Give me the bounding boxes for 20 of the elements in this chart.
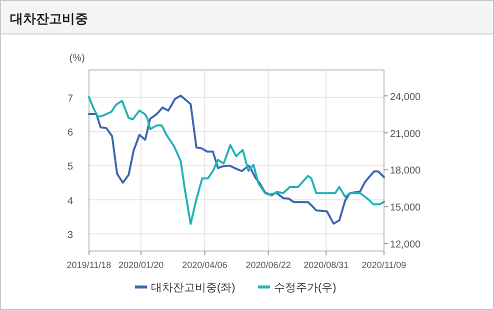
- y-tick-label: 7: [67, 93, 74, 104]
- y2-tick-label: 21,000: [390, 128, 422, 140]
- x-tick-label: 2020/01/20: [118, 260, 164, 270]
- y2-tick-label: 15,000: [390, 202, 422, 214]
- y-tick-label: 5: [67, 162, 74, 173]
- y-tick-label: 4: [67, 196, 74, 207]
- legend-label: 수정주가(우): [274, 282, 336, 294]
- legend-label: 대차잔고비중(좌): [151, 282, 236, 294]
- y-tick-label: 6: [67, 127, 74, 138]
- x-tick-label: 2019/11/18: [66, 260, 112, 270]
- chart-title: 대차잔고비중: [10, 11, 88, 26]
- x-tick-label: 2020/08/31: [304, 260, 349, 270]
- y2-tick-label: 12,000: [390, 240, 422, 251]
- x-tick-label: 2020/04/06: [182, 260, 228, 270]
- x-tick-label: 2020/11/09: [362, 260, 406, 270]
- y-tick-label: 3: [67, 230, 74, 241]
- y2-tick-label: 24,000: [390, 92, 422, 103]
- y2-tick-label: 18,000: [390, 166, 422, 177]
- x-tick-label: 2020/06/22: [246, 260, 291, 270]
- y-axis-title: (%): [69, 53, 85, 64]
